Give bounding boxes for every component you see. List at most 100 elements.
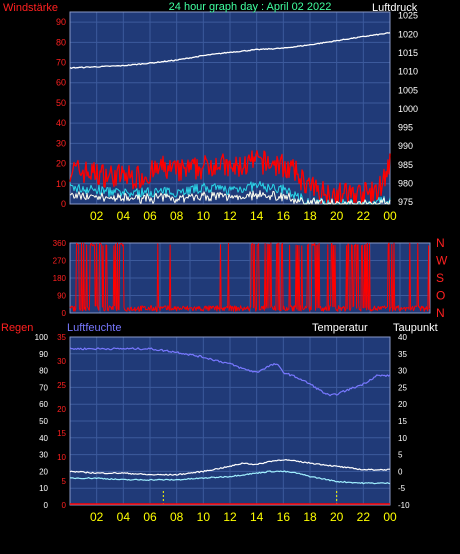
climate-time-tick: 08 <box>170 510 184 524</box>
direction-compass-tick: N <box>436 236 445 250</box>
humidity-series <box>69 347 391 397</box>
pressure-axis-tick: 1015 <box>398 48 418 58</box>
direction-axis-tick: 270 <box>53 257 67 266</box>
wind-minimum-series <box>69 190 391 205</box>
rain-axis-tick: 0 <box>62 501 67 510</box>
humidity-axis-tick: 50 <box>39 417 48 426</box>
temperature-axis-tick: 0 <box>398 467 403 476</box>
humidity-axis-tick: 90 <box>39 350 48 359</box>
direction-compass-tick: O <box>436 289 445 303</box>
climate-time-tick: 12 <box>223 510 237 524</box>
humidity-axis-tick: 40 <box>39 434 48 443</box>
climate-time-tick: 18 <box>303 510 317 524</box>
direction-axis-tick: 0 <box>62 309 67 318</box>
chart-title: 24 hour graph day : April 02 2022 <box>169 1 332 13</box>
wind-average-series <box>69 181 391 205</box>
wind-gust-series <box>69 150 391 205</box>
rain-axis-tick: 35 <box>57 333 66 342</box>
wind-time-tick: 02 <box>90 209 104 223</box>
wind-axis-tick: 50 <box>56 98 66 108</box>
wind-axis-tick: 60 <box>56 78 66 88</box>
humidity-axis-tick: 70 <box>39 383 48 392</box>
climate-time-tick: 20 <box>330 510 344 524</box>
climate-time-tick: 00 <box>383 510 397 524</box>
wind-time-tick: 16 <box>277 209 291 223</box>
temperature-axis-tick: 35 <box>398 350 407 359</box>
wind-axis-tick: 10 <box>56 179 66 189</box>
direction-compass-tick: N <box>436 306 445 320</box>
wind-axis-tick: 30 <box>56 138 66 148</box>
direction-axis-tick: 90 <box>57 292 66 301</box>
wind-plot-border <box>69 11 391 205</box>
direction-compass-tick: W <box>436 254 448 268</box>
pressure-series <box>69 32 391 69</box>
humidity-axis-tick: 80 <box>39 367 48 376</box>
temperature-axis-tick: -5 <box>398 484 406 493</box>
rain-axis-tick: 10 <box>57 453 66 462</box>
humidity-axis-tick: 20 <box>39 467 48 476</box>
dewpoint-series <box>70 470 391 485</box>
climate-time-tick: 14 <box>250 510 264 524</box>
humidity-axis-tick: 10 <box>39 484 48 493</box>
wind-time-tick: 20 <box>330 209 344 223</box>
pressure-axis-tick: 995 <box>398 123 413 133</box>
rain-axis-tick: 5 <box>62 477 67 486</box>
labels: Windstärke 24 hour graph day : April 02 … <box>1 1 448 524</box>
climate-plot-border <box>69 336 391 506</box>
pressure-axis-tick: 1000 <box>398 104 418 114</box>
temperature-axis-tick: 15 <box>398 417 407 426</box>
temperature-series <box>69 459 390 476</box>
wind-axis-tick: 40 <box>56 118 66 128</box>
wind-time-tick: 14 <box>250 209 264 223</box>
climate-time-tick: 16 <box>277 510 291 524</box>
dewpoint-label: Taupunkt <box>393 322 438 334</box>
wind-axis-tick: 20 <box>56 159 66 169</box>
climate-time-tick: 04 <box>117 510 131 524</box>
temperature-axis-tick: 30 <box>398 367 407 376</box>
temperature-axis-tick: -10 <box>398 501 410 510</box>
humidity-axis-tick: 30 <box>39 451 48 460</box>
wind-time-tick: 00 <box>383 209 397 223</box>
wind-time-tick: 22 <box>357 209 371 223</box>
pressure-axis-tick: 980 <box>398 178 413 188</box>
pressure-axis-tick: 1005 <box>398 85 418 95</box>
header-left-label: Windstärke <box>3 2 58 14</box>
pressure-axis-tick: 1025 <box>398 11 418 21</box>
humidity-axis-tick: 0 <box>44 501 49 510</box>
climate-time-tick: 22 <box>357 510 371 524</box>
wind-axis-tick: 80 <box>56 37 66 47</box>
rain-axis-tick: 20 <box>57 405 66 414</box>
wind-axis-tick: 70 <box>56 58 66 68</box>
data-series <box>69 32 431 505</box>
temperature-axis-tick: 5 <box>398 451 403 460</box>
climate-time-tick: 06 <box>143 510 157 524</box>
pressure-axis-tick: 990 <box>398 141 413 151</box>
climate-time-tick: 10 <box>197 510 211 524</box>
direction-axis-tick: 360 <box>53 239 67 248</box>
wind-time-tick: 08 <box>170 209 184 223</box>
wind-time-tick: 10 <box>197 209 211 223</box>
wind-time-tick: 18 <box>303 209 317 223</box>
temperature-axis-tick: 20 <box>398 400 407 409</box>
wind-axis-tick: 90 <box>56 17 66 27</box>
temperature-label: Temperatur <box>312 322 368 334</box>
direction-axis-tick: 180 <box>53 274 67 283</box>
temperature-axis-tick: 25 <box>398 383 407 392</box>
humidity-label: Luftfeuchte <box>67 322 121 334</box>
direction-plot-border <box>69 242 431 314</box>
humidity-axis-tick: 100 <box>35 333 49 342</box>
direction-compass-tick: S <box>436 271 444 285</box>
wind-time-tick: 04 <box>117 209 131 223</box>
wind-axis-tick: 0 <box>61 199 66 209</box>
wind-direction-series <box>69 242 431 312</box>
pressure-axis-tick: 985 <box>398 160 413 170</box>
humidity-axis-tick: 60 <box>39 400 48 409</box>
pressure-axis-tick: 975 <box>398 197 413 207</box>
temperature-axis-tick: 40 <box>398 333 407 342</box>
climate-time-tick: 02 <box>90 510 104 524</box>
lower-left-label: Regen <box>1 322 33 334</box>
pressure-axis-tick: 1020 <box>398 29 418 39</box>
header-right-label: Luftdruck <box>372 2 418 14</box>
pressure-axis-tick: 1010 <box>398 67 418 77</box>
